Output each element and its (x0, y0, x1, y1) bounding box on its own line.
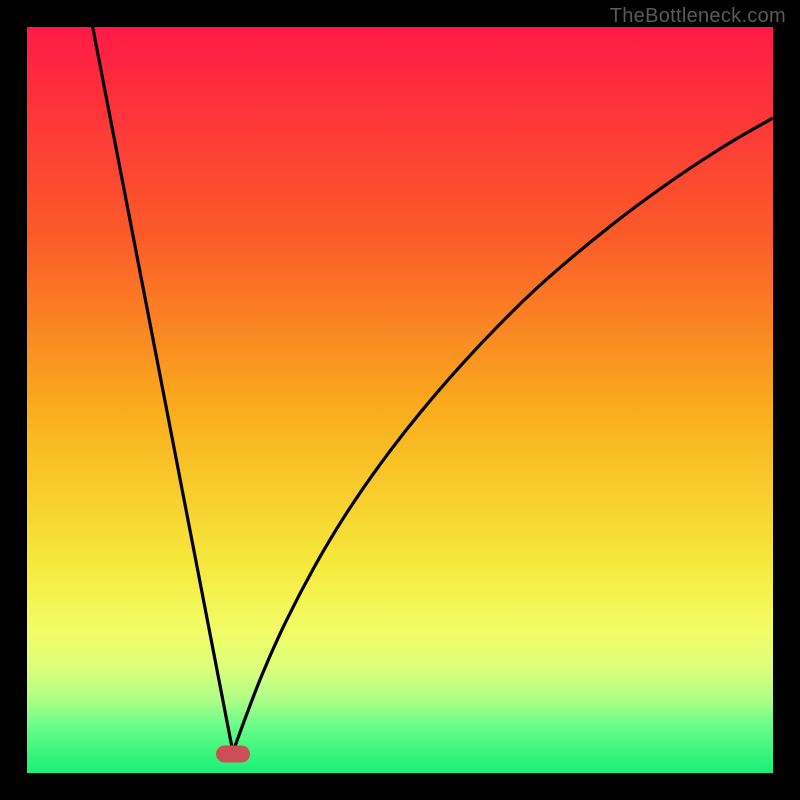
plot-area (27, 27, 773, 773)
right-ascending-curve (233, 118, 773, 752)
minimum-marker (216, 746, 250, 763)
left-descending-curve (93, 27, 233, 752)
curves-layer (27, 27, 773, 773)
credit-label: TheBottleneck.com (610, 5, 786, 28)
chart-frame: TheBottleneck.com (0, 0, 800, 800)
